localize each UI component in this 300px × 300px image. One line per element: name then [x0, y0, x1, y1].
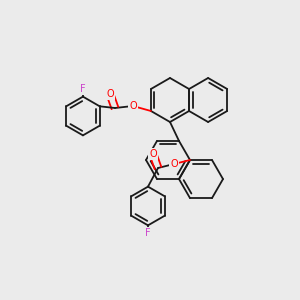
Text: F: F: [145, 228, 151, 239]
Text: F: F: [80, 84, 86, 94]
Text: O: O: [129, 101, 137, 111]
Text: O: O: [149, 149, 157, 159]
Text: O: O: [170, 159, 178, 169]
Text: O: O: [106, 89, 114, 99]
